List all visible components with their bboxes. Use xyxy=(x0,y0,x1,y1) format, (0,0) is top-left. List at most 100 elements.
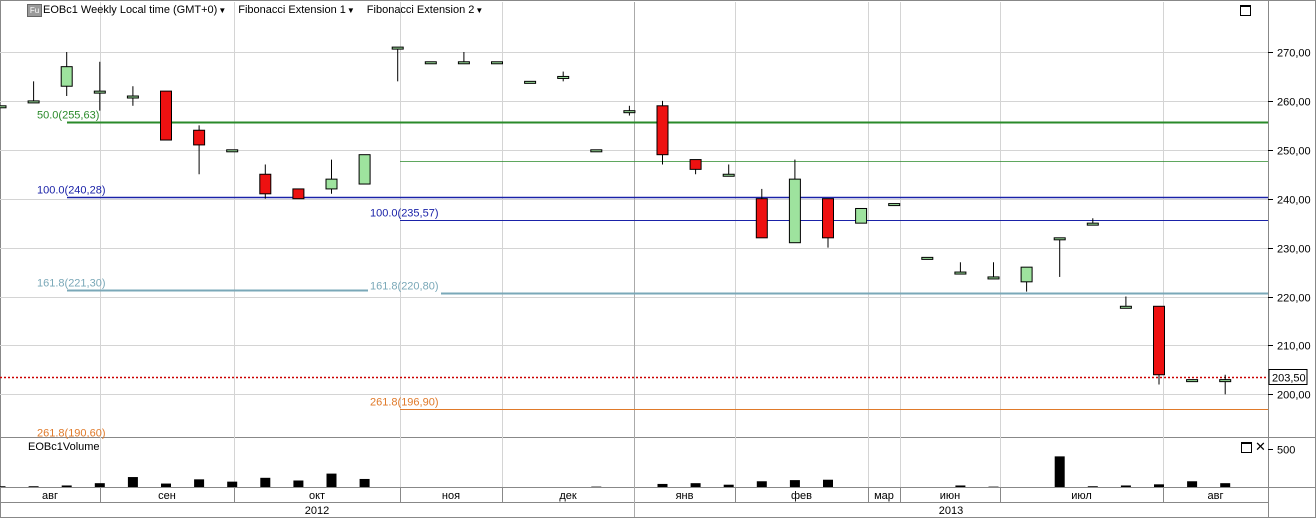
month-label: янв xyxy=(676,490,694,502)
candle[interactable] xyxy=(93,90,106,94)
candle[interactable] xyxy=(689,159,702,170)
volume-bar xyxy=(127,477,138,487)
candle[interactable] xyxy=(160,90,172,141)
month-label: окт xyxy=(309,490,325,502)
volume-bar xyxy=(61,485,72,487)
candle[interactable] xyxy=(226,149,239,153)
volume-bar xyxy=(789,480,800,487)
candle[interactable] xyxy=(623,110,636,114)
fib-level-label: 100.0(240,28) xyxy=(37,185,106,197)
month-label: дек xyxy=(559,490,577,502)
y-tick-label: 230,00 xyxy=(1277,244,1311,256)
close-icon[interactable]: ✕ xyxy=(1255,439,1266,454)
fib-level-label: 161.8(220,80) xyxy=(370,281,439,293)
chevron-down-icon: ▼ xyxy=(475,6,484,15)
candle[interactable] xyxy=(424,61,437,65)
chart-header: EOBc1 Weekly Local time (GMT+0)▼ Fibonac… xyxy=(43,3,483,17)
volume-bar xyxy=(690,483,701,487)
month-label: авг xyxy=(1208,490,1224,502)
y-tick-label: 210,00 xyxy=(1277,341,1311,353)
candle[interactable] xyxy=(292,188,305,200)
month-label: авг xyxy=(42,490,58,502)
chart-title[interactable]: EOBc1 Weekly Local time (GMT+0)▼ xyxy=(43,4,227,16)
candle[interactable] xyxy=(193,129,206,146)
candle[interactable] xyxy=(755,198,768,239)
y-tick-label: 260,00 xyxy=(1277,97,1311,109)
volume-bar xyxy=(955,485,966,487)
fib-level-label: 261.8(196,90) xyxy=(370,397,439,409)
fib-level-label: 100.0(235,57) xyxy=(370,208,439,220)
volume-bar xyxy=(1154,484,1164,487)
candle[interactable] xyxy=(722,173,735,177)
indicator-fib-2[interactable]: Fibonacci Extension 2▼ xyxy=(366,4,484,16)
candle[interactable] xyxy=(987,276,1000,280)
volume-bar xyxy=(0,486,6,487)
chevron-down-icon: ▼ xyxy=(218,6,227,15)
candle[interactable] xyxy=(788,178,801,244)
maximize-icon[interactable] xyxy=(1240,5,1251,16)
instrument-badge[interactable]: Fu xyxy=(27,4,42,17)
volume-bar xyxy=(756,481,767,487)
y-tick-label: 240,00 xyxy=(1277,195,1311,207)
candle[interactable] xyxy=(391,46,404,50)
volume-bar xyxy=(823,479,833,487)
candle[interactable] xyxy=(126,95,139,99)
candle[interactable] xyxy=(358,154,371,185)
volume-bar xyxy=(28,486,39,487)
candle[interactable] xyxy=(888,203,901,207)
candle[interactable] xyxy=(855,207,868,224)
candle[interactable] xyxy=(60,66,73,87)
volume-bar xyxy=(94,483,105,487)
month-label: июл xyxy=(1071,490,1092,502)
volume-bar xyxy=(1120,485,1131,487)
candle[interactable] xyxy=(1186,379,1199,383)
candle[interactable] xyxy=(524,80,537,84)
y-tick-label: 250,00 xyxy=(1277,146,1311,158)
volume-bar xyxy=(359,478,370,487)
indicator-fib-1[interactable]: Fibonacci Extension 1▼ xyxy=(238,4,355,16)
candle[interactable] xyxy=(656,105,669,156)
candle[interactable] xyxy=(1086,222,1099,226)
candle[interactable] xyxy=(822,198,834,239)
candle[interactable] xyxy=(590,149,603,153)
y-tick-label: 200,00 xyxy=(1277,390,1311,402)
candle[interactable] xyxy=(0,105,7,109)
candle[interactable] xyxy=(1153,305,1165,376)
month-label: июн xyxy=(940,490,960,502)
volume-bar xyxy=(657,483,668,487)
volume-panel-title: EOBc1Volume xyxy=(28,441,100,453)
chevron-down-icon: ▼ xyxy=(346,6,355,15)
candle[interactable] xyxy=(921,256,934,260)
candle[interactable] xyxy=(491,61,503,65)
candle[interactable] xyxy=(259,173,272,195)
maximize-icon[interactable] xyxy=(1241,442,1252,453)
y-tick-label: 220,00 xyxy=(1277,293,1311,305)
fib-level-label: 261.8(190,60) xyxy=(37,428,106,440)
volume-bar xyxy=(1187,481,1198,487)
candle[interactable] xyxy=(27,100,40,104)
fib-level-label: 161.8(221,30) xyxy=(37,278,106,290)
y-tick-label: 270,00 xyxy=(1277,48,1311,60)
volume-y-tick-label: 500 xyxy=(1277,445,1295,457)
volume-bar xyxy=(227,481,238,487)
candle[interactable] xyxy=(557,75,570,79)
candle[interactable] xyxy=(1219,379,1232,383)
month-label: ноя xyxy=(442,490,460,502)
year-label: 2013 xyxy=(939,505,963,517)
candle[interactable] xyxy=(1053,237,1066,241)
volume-bar xyxy=(260,477,271,487)
month-label: фев xyxy=(791,490,812,502)
month-label: мар xyxy=(874,490,894,502)
candle[interactable] xyxy=(457,61,470,65)
volume-bar xyxy=(1087,486,1098,487)
volume-bar xyxy=(326,473,337,487)
volume-bar xyxy=(1054,456,1065,487)
candle[interactable] xyxy=(325,178,338,190)
candle[interactable] xyxy=(1119,305,1132,309)
candle[interactable] xyxy=(954,271,967,275)
year-label: 2012 xyxy=(305,505,329,517)
candle[interactable] xyxy=(1020,266,1033,283)
